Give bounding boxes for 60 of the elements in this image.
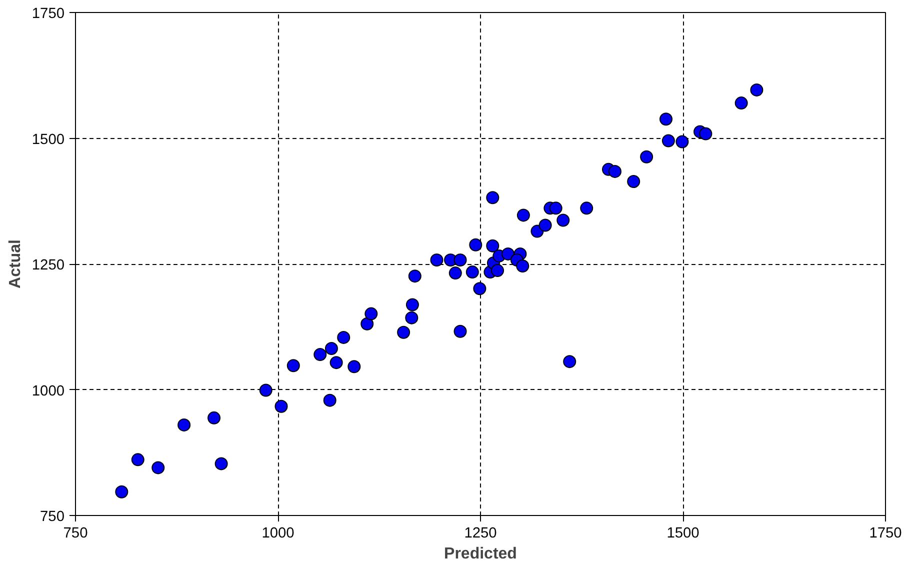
point <box>330 356 343 370</box>
point <box>750 83 764 96</box>
point <box>659 112 672 126</box>
point <box>502 247 515 260</box>
point <box>408 270 422 283</box>
point <box>473 282 486 296</box>
point <box>115 485 128 498</box>
x-tick-label: 1500 <box>666 526 700 542</box>
point <box>152 461 165 474</box>
point <box>360 317 374 330</box>
y-tick-label: 1000 <box>32 383 65 400</box>
point <box>486 191 500 204</box>
point <box>405 311 418 324</box>
point <box>549 202 562 215</box>
point <box>131 453 144 466</box>
point <box>676 135 689 148</box>
point <box>337 330 350 344</box>
point <box>486 239 500 252</box>
x-axis-title: Predicted <box>444 546 517 562</box>
y-axis-title: Actual <box>6 240 24 288</box>
point <box>406 298 419 312</box>
point <box>448 266 462 280</box>
point <box>454 324 467 338</box>
point <box>580 202 594 215</box>
point <box>538 218 552 232</box>
x-tick-label: 1250 <box>464 526 497 542</box>
point <box>214 457 228 470</box>
point <box>640 150 654 164</box>
x-tick-label: 750 <box>63 526 88 542</box>
point <box>469 238 482 252</box>
point <box>699 127 712 140</box>
point <box>348 360 361 374</box>
y-tick-label: 1250 <box>32 258 65 274</box>
point <box>627 175 640 188</box>
point <box>556 214 570 227</box>
point <box>662 134 675 148</box>
point <box>454 253 467 266</box>
y-tick-label: 1500 <box>32 132 65 148</box>
x-tick-label: 1750 <box>869 526 902 542</box>
y-tick-label: 750 <box>40 509 65 525</box>
point <box>563 355 576 368</box>
point <box>286 359 300 372</box>
x-tick-label: 1000 <box>262 526 294 542</box>
point <box>208 411 221 424</box>
point <box>274 400 288 413</box>
point <box>466 266 479 279</box>
point <box>734 96 748 110</box>
point <box>314 348 327 362</box>
point <box>430 253 444 266</box>
point <box>516 260 530 272</box>
point <box>608 164 622 178</box>
point <box>397 326 410 339</box>
point <box>516 208 530 222</box>
point <box>178 418 191 432</box>
point <box>324 342 338 355</box>
point <box>259 384 272 397</box>
point <box>323 394 336 407</box>
point <box>491 264 504 278</box>
y-tick-label: 1750 <box>32 6 65 22</box>
point <box>364 307 378 320</box>
